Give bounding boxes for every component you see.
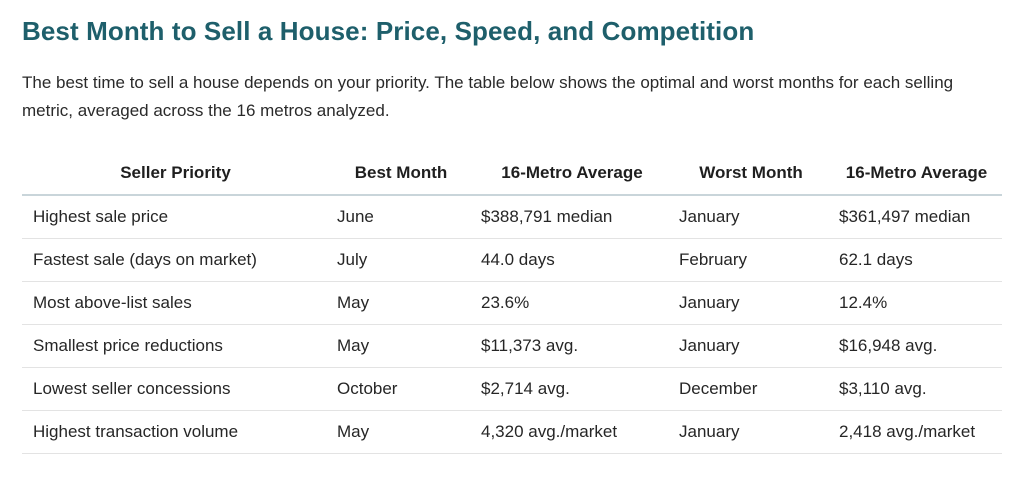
cell-best-month: May: [329, 410, 473, 454]
cell-seller-priority: Fastest sale (days on market): [22, 238, 329, 282]
cell-best-month: June: [329, 195, 473, 239]
cell-worst-average: $16,948 avg.: [831, 324, 1002, 368]
cell-seller-priority: Highest transaction volume: [22, 410, 329, 454]
cell-worst-month: January: [671, 324, 831, 368]
cell-worst-average: 62.1 days: [831, 238, 1002, 282]
column-header-best-month: Best Month: [329, 152, 473, 196]
cell-worst-month: December: [671, 367, 831, 411]
cell-worst-month: January: [671, 195, 831, 239]
cell-seller-priority: Smallest price reductions: [22, 324, 329, 368]
cell-worst-average: $3,110 avg.: [831, 367, 1002, 411]
table-header-row: Seller Priority Best Month 16-Metro Aver…: [22, 152, 1002, 196]
cell-seller-priority: Lowest seller concessions: [22, 367, 329, 411]
cell-seller-priority: Highest sale price: [22, 195, 329, 239]
cell-seller-priority: Most above-list sales: [22, 281, 329, 325]
intro-paragraph: The best time to sell a house depends on…: [22, 73, 954, 120]
table-row: Highest transaction volume May 4,320 avg…: [22, 410, 1002, 454]
cell-worst-average: 2,418 avg./market: [831, 410, 1002, 454]
table-row: Highest sale price June $388,791 median …: [22, 195, 1002, 239]
cell-best-average: $388,791 median: [473, 195, 671, 239]
cell-best-average: $2,714 avg.: [473, 367, 671, 411]
table-row: Most above-list sales May 23.6% January …: [22, 281, 1002, 325]
cell-best-month: October: [329, 367, 473, 411]
cell-worst-average: $361,497 median: [831, 195, 1002, 239]
cell-best-month: May: [329, 281, 473, 325]
cell-best-average: 4,320 avg./market: [473, 410, 671, 454]
cell-best-month: May: [329, 324, 473, 368]
cell-best-average: $11,373 avg.: [473, 324, 671, 368]
column-header-best-average: 16-Metro Average: [473, 152, 671, 196]
cell-best-month: July: [329, 238, 473, 282]
table-row: Lowest seller concessions October $2,714…: [22, 367, 1002, 411]
cell-worst-month: January: [671, 410, 831, 454]
table-header: Seller Priority Best Month 16-Metro Aver…: [22, 152, 1002, 196]
table-row: Fastest sale (days on market) July 44.0 …: [22, 238, 1002, 282]
cell-worst-month: February: [671, 238, 831, 282]
page-title: Best Month to Sell a House: Price, Speed…: [22, 16, 755, 46]
cell-worst-month: January: [671, 281, 831, 325]
column-header-seller-priority: Seller Priority: [22, 152, 329, 196]
table-row: Smallest price reductions May $11,373 av…: [22, 324, 1002, 368]
column-header-worst-average: 16-Metro Average: [831, 152, 1002, 196]
best-month-table: Seller Priority Best Month 16-Metro Aver…: [22, 152, 1002, 454]
cell-best-average: 44.0 days: [473, 238, 671, 282]
column-header-worst-month: Worst Month: [671, 152, 831, 196]
table-body: Highest sale price June $388,791 median …: [22, 195, 1002, 454]
cell-worst-average: 12.4%: [831, 281, 1002, 325]
cell-best-average: 23.6%: [473, 281, 671, 325]
